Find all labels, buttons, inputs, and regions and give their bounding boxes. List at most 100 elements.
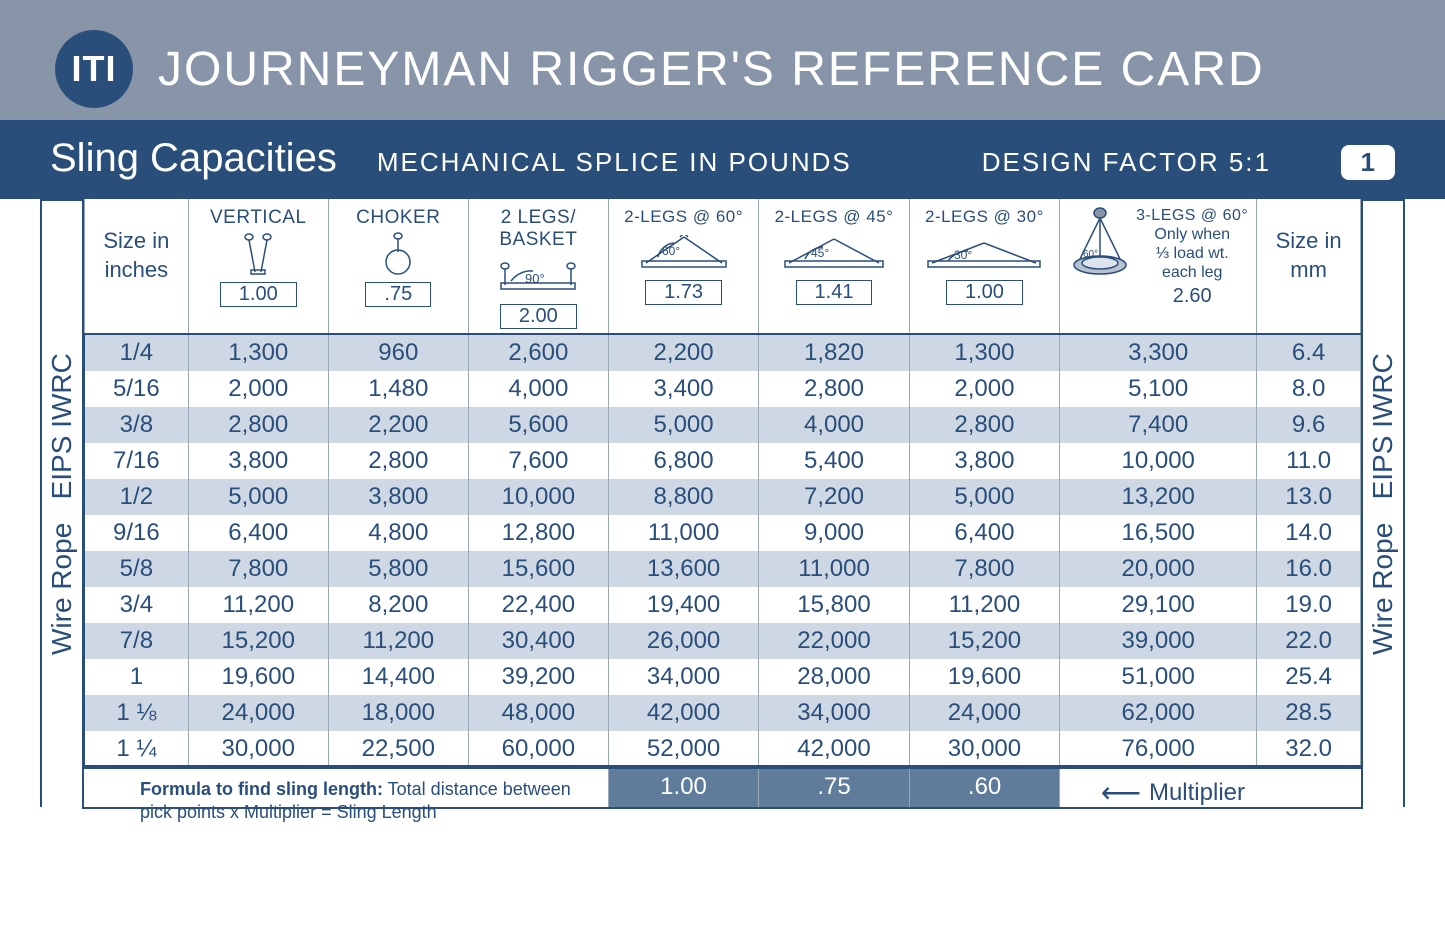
cell: 62,000 xyxy=(1060,695,1257,731)
cell: 60,000 xyxy=(468,731,608,767)
cell: 11,200 xyxy=(328,623,468,659)
cell: 24,000 xyxy=(909,695,1059,731)
three-legs-60-icon: 60° xyxy=(1068,207,1132,284)
title: VERTICAL xyxy=(193,207,324,229)
cell: 32.0 xyxy=(1257,731,1361,767)
cell: 39,200 xyxy=(468,659,608,695)
cell: 2,800 xyxy=(909,407,1059,443)
label: mm xyxy=(1290,257,1327,282)
svg-text:30°: 30° xyxy=(954,248,972,262)
cell: 26,000 xyxy=(608,623,758,659)
col-size-inches: Size in inches xyxy=(85,199,189,335)
cell: 3,800 xyxy=(328,479,468,515)
multiplier: .75 xyxy=(365,282,431,307)
cell: 11,200 xyxy=(909,587,1059,623)
title: 3-LEGS @ 60° xyxy=(1136,207,1248,225)
cell: 15,200 xyxy=(909,623,1059,659)
cell: 13,200 xyxy=(1060,479,1257,515)
col-2legs-30: 2-LEGS @ 30° 30° 1.00 xyxy=(909,199,1059,335)
label: inches xyxy=(105,257,169,282)
cell: 9,000 xyxy=(759,515,909,551)
basket-sling-icon: 90° xyxy=(473,253,604,299)
cell: 22,000 xyxy=(759,623,909,659)
cell: 2,800 xyxy=(759,371,909,407)
cell: 7/8 xyxy=(85,623,189,659)
cell: 25.4 xyxy=(1257,659,1361,695)
cell: 8.0 xyxy=(1257,371,1361,407)
multiplier: 1.00 xyxy=(220,282,297,307)
title: CHOKER xyxy=(333,207,464,229)
cell: 29,100 xyxy=(1060,587,1257,623)
cell: 15,800 xyxy=(759,587,909,623)
main-title: JOURNEYMAN RIGGER'S REFERENCE CARD xyxy=(158,42,1265,97)
col-vertical: VERTICAL 1.00 xyxy=(188,199,328,335)
multiplier: 2.00 xyxy=(500,304,577,329)
section-title: Sling Capacities xyxy=(50,136,337,181)
col-size-mm: Size in mm xyxy=(1257,199,1361,335)
mult-45: .75 xyxy=(759,767,910,807)
svg-text:60°: 60° xyxy=(1083,249,1098,260)
col-2legs-45: 2-LEGS @ 45° 45° 1.41 xyxy=(759,199,909,335)
cell: 28.5 xyxy=(1257,695,1361,731)
cell: 9/16 xyxy=(85,515,189,551)
cell: 7,200 xyxy=(759,479,909,515)
cell: 2,000 xyxy=(188,371,328,407)
capacity-table: Size in inches VERTICAL 1.00 CHOKER xyxy=(84,199,1361,767)
cell: 16,500 xyxy=(1060,515,1257,551)
multiplier: 1.41 xyxy=(796,280,873,305)
cell: 3,800 xyxy=(188,443,328,479)
cell: 39,000 xyxy=(1060,623,1257,659)
cell: 5,400 xyxy=(759,443,909,479)
title: 2-LEGS @ 45° xyxy=(763,207,904,227)
cell: 30,400 xyxy=(468,623,608,659)
cell: 1 xyxy=(85,659,189,695)
right-side-label: Wire Rope EIPS IWRC xyxy=(1361,199,1405,807)
table-row: 9/166,4004,80012,80011,0009,0006,40016,5… xyxy=(85,515,1361,551)
choker-sling-icon xyxy=(333,231,464,277)
content-area: Wire Rope EIPS IWRC Size in inches VERTI… xyxy=(0,199,1445,827)
mult-30: .60 xyxy=(909,767,1060,807)
cell: 30,000 xyxy=(188,731,328,767)
table-row: 3/411,2008,20022,40019,40015,80011,20029… xyxy=(85,587,1361,623)
cell: 10,000 xyxy=(1060,443,1257,479)
cell: 6,400 xyxy=(909,515,1059,551)
cell: 2,200 xyxy=(328,407,468,443)
cell: 3/4 xyxy=(85,587,189,623)
table-row: 3/82,8002,2005,6005,0004,0002,8007,4009.… xyxy=(85,407,1361,443)
cell: 42,000 xyxy=(759,731,909,767)
table-row: 1/41,3009602,6002,2001,8201,3003,3006.4 xyxy=(85,335,1361,371)
table-body: 1/41,3009602,6002,2001,8201,3003,3006.4 5… xyxy=(85,335,1361,767)
cell: 5,800 xyxy=(328,551,468,587)
iti-logo-icon: ITI xyxy=(55,30,133,108)
table-row: 5/87,8005,80015,60013,60011,0007,80020,0… xyxy=(85,551,1361,587)
title: 2-LEGS @ 60° xyxy=(613,207,754,227)
cell: 11,000 xyxy=(759,551,909,587)
page-number-badge: 1 xyxy=(1341,145,1395,180)
label: Multiplier xyxy=(1149,779,1245,807)
cell: 2,600 xyxy=(468,335,608,371)
cell: 2,800 xyxy=(188,407,328,443)
cell: 6.4 xyxy=(1257,335,1361,371)
cell: 960 xyxy=(328,335,468,371)
cell: 5/8 xyxy=(85,551,189,587)
table-row: 7/815,20011,20030,40026,00022,00015,2003… xyxy=(85,623,1361,659)
cell: 52,000 xyxy=(608,731,758,767)
cell: 48,000 xyxy=(468,695,608,731)
cell: 11.0 xyxy=(1257,443,1361,479)
cell: 19,400 xyxy=(608,587,758,623)
cell: 3/8 xyxy=(85,407,189,443)
header: ITI JOURNEYMAN RIGGER'S REFERENCE CARD xyxy=(0,18,1445,120)
cell: 10,000 xyxy=(468,479,608,515)
col-choker: CHOKER .75 xyxy=(328,199,468,335)
cell: 13,600 xyxy=(608,551,758,587)
cell: 7,800 xyxy=(188,551,328,587)
cell: 5,000 xyxy=(188,479,328,515)
multiplier: 1.73 xyxy=(645,280,722,305)
title: 2-LEGS @ 30° xyxy=(914,207,1055,227)
sub: ⅓ load wt. xyxy=(1136,244,1248,263)
cell: 7/16 xyxy=(85,443,189,479)
cell: 14.0 xyxy=(1257,515,1361,551)
cell: 2,800 xyxy=(328,443,468,479)
cell: 11,000 xyxy=(608,515,758,551)
sub: Only when xyxy=(1136,225,1248,244)
